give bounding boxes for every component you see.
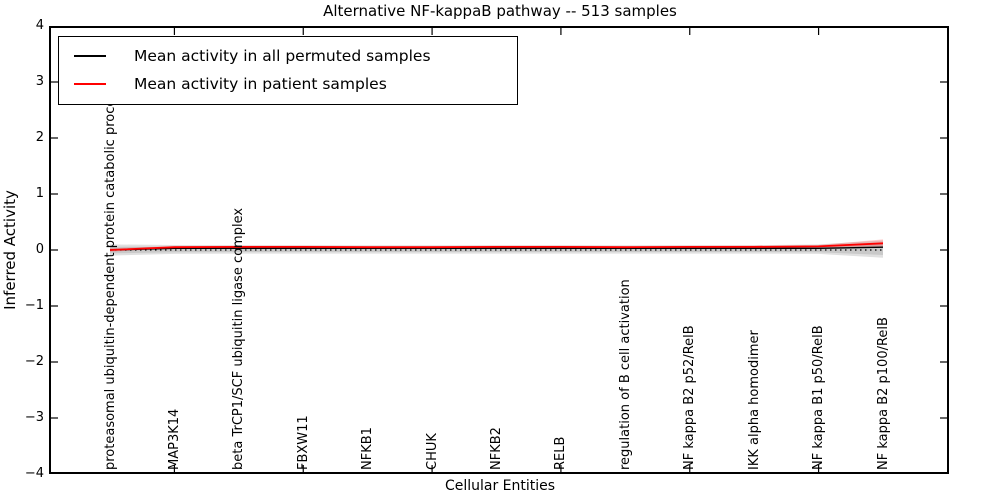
x-tick-label: proteasomal ubiquitin-dependent protein … <box>102 85 118 470</box>
y-tick-label: 0 <box>35 242 44 257</box>
x-tick-label: NF kappa B2 p100/RelB <box>875 317 891 470</box>
x-tick-label: NFKB1 <box>360 427 376 470</box>
legend-line-sample-icon <box>74 55 106 57</box>
y-tick-label: −2 <box>24 354 44 369</box>
chart-title: Alternative NF-kappaB pathway -- 513 sam… <box>323 2 677 20</box>
x-tick-label: RELB <box>553 436 569 470</box>
x-tick-label: NFKB2 <box>489 427 504 470</box>
y-tick-label: −1 <box>24 298 44 313</box>
band-permuted-confidence-outer <box>110 240 883 258</box>
plot-area <box>49 26 949 474</box>
x-tick-label: IKK alpha homodimer <box>746 330 762 470</box>
legend-item-label: Mean activity in patient samples <box>134 75 387 93</box>
legend-item: Mean activity in patient samples <box>59 70 517 98</box>
series-line-0 <box>109 246 884 251</box>
y-tick-label: −3 <box>24 410 44 425</box>
x-tick-label: regulation of B cell activation <box>617 279 633 470</box>
y-tick-label: 1 <box>35 186 44 201</box>
x-tick-label: MAP3K14 <box>166 408 182 470</box>
y-tick-label: 3 <box>35 74 44 89</box>
y-tick-label: 4 <box>35 18 44 33</box>
legend: Mean activity in all permuted samples Mea… <box>58 36 518 105</box>
series-line-1 <box>109 242 884 251</box>
x-tick-label: FBXW11 <box>295 415 311 470</box>
y-tick-label: −4 <box>24 466 44 481</box>
x-tick-label: beta TrCP1/SCF ubiquitin ligase complex <box>231 207 247 470</box>
x-axis-label: Cellular Entities <box>444 478 556 494</box>
legend-line-sample-icon <box>74 83 106 85</box>
x-tick-label: CHUK <box>424 433 440 470</box>
y-tick-label: 2 <box>35 130 44 145</box>
x-tick-label: NF kappa B2 p52/RelB <box>682 325 698 470</box>
x-tick-label: NF kappa B1 p50/RelB <box>811 325 827 470</box>
axes-frame <box>49 26 949 474</box>
chart-canvas <box>49 26 949 474</box>
legend-item-label: Mean activity in all permuted samples <box>134 47 431 65</box>
legend-item: Mean activity in all permuted samples <box>59 42 517 70</box>
